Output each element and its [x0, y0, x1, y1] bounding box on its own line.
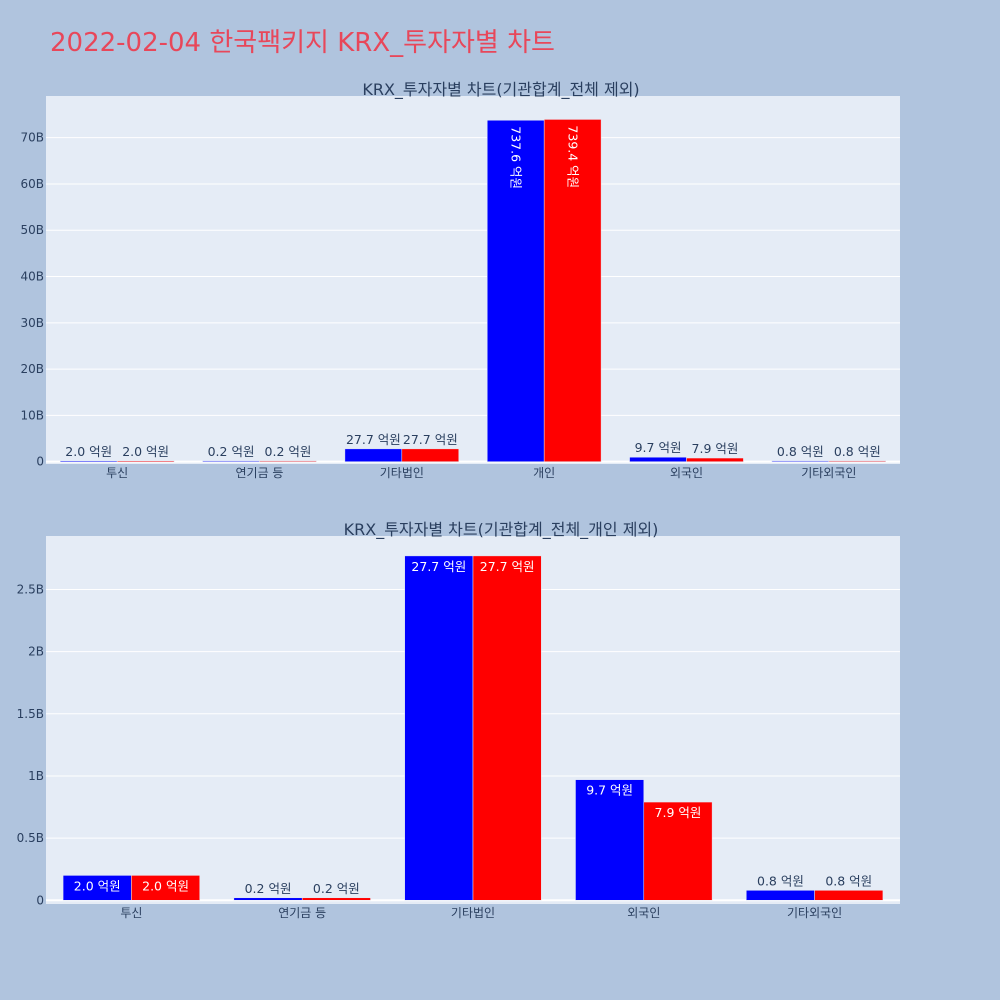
data-label: 0.2 억원 [265, 444, 312, 459]
x-tick-label: 외국인 [627, 906, 660, 920]
bar [771, 460, 830, 462]
x-tick-label: 연기금 등 [236, 466, 284, 480]
y-tick-label: 1B [28, 769, 44, 783]
data-label: 27.7 억원 [411, 559, 466, 574]
bar [62, 875, 132, 901]
bar [401, 448, 460, 462]
bar [301, 897, 371, 901]
data-label: 27.7 억원 [403, 432, 458, 447]
y-tick-label: 0.5B [17, 831, 44, 845]
chart-title: KRX_투자자별 차트(기관합계_전체_개인 제외) [344, 520, 659, 540]
data-label: 0.2 억원 [208, 444, 255, 459]
bar [486, 120, 545, 462]
y-tick-label: 2.5B [17, 582, 44, 596]
bar [472, 555, 542, 901]
bar [404, 555, 474, 901]
data-label: 0.8 억원 [777, 444, 824, 459]
chart-1: 0 10B 20B 30B 40B 50B 60B 70B KRX_투자자별 차트(기관합계_전… [20, 80, 900, 480]
x-tick-label: 투신 [106, 466, 128, 480]
data-label: 27.7 억원 [346, 432, 401, 447]
y-tick-label: 40B [20, 270, 44, 284]
plot-area [46, 96, 900, 464]
bar [686, 457, 744, 462]
y-tick-label: 60B [20, 177, 44, 191]
data-label: 2.0 억원 [74, 878, 121, 893]
bar [131, 875, 200, 901]
bar [259, 460, 317, 462]
x-tick-label: 기타법인 [451, 906, 495, 920]
bar [814, 890, 884, 901]
bar [233, 897, 303, 901]
data-label: 7.9 억원 [692, 441, 739, 456]
page-title: 2022-02-04 한국팩키지 KRX_투자자별 차트 [50, 28, 555, 58]
data-label: 27.7 억원 [480, 559, 535, 574]
data-label: 9.7 억원 [635, 440, 682, 455]
x-tick-label: 연기금 등 [278, 906, 326, 920]
x-tick-label: 외국인 [670, 466, 703, 480]
y-tick-label: 20B [20, 362, 44, 376]
chart-title: KRX_투자자별 차트(기관합계_전체 제외) [362, 80, 639, 100]
data-label: 2.0 억원 [142, 878, 189, 893]
data-label: 7.9 억원 [655, 805, 702, 820]
bar [828, 460, 887, 462]
data-label: 739.4 억원 [566, 125, 581, 188]
y-tick-label: 0 [36, 455, 44, 469]
y-tick-label: 30B [20, 316, 44, 330]
bar [629, 456, 687, 462]
data-label: 2.0 억원 [65, 444, 112, 459]
x-tick-label: 개인 [533, 466, 555, 480]
y-tick-label: 1.5B [17, 707, 44, 721]
chart-2: 0 0.5B 1B 1.5B 2B 2.5B KRX_투자자별 차트(기관합계_전체_개인 … [17, 520, 900, 920]
bar [575, 779, 645, 901]
bar [643, 801, 713, 901]
bar [202, 460, 260, 462]
y-tick-label: 50B [20, 223, 44, 237]
bar [116, 460, 175, 462]
x-tick-label: 투신 [120, 906, 142, 920]
data-label: 0.8 억원 [834, 444, 881, 459]
data-label: 0.2 억원 [313, 881, 360, 896]
y-tick-label: 2B [28, 645, 44, 659]
y-tick-label: 70B [20, 131, 44, 145]
data-label: 2.0 억원 [122, 444, 169, 459]
bar [746, 890, 815, 901]
bar [543, 119, 602, 462]
data-label: 0.8 억원 [757, 873, 804, 888]
bar [344, 448, 403, 462]
x-tick-label: 기타외국인 [801, 466, 856, 480]
data-label: 9.7 억원 [586, 783, 633, 798]
y-tick-label: 10B [20, 408, 44, 422]
data-label: 0.8 억원 [825, 873, 872, 888]
y-tick-label: 0 [36, 893, 44, 907]
x-tick-label: 기타법인 [380, 466, 424, 480]
data-label: 737.6 억원 [509, 126, 524, 189]
data-label: 0.2 억원 [245, 881, 292, 896]
x-tick-label: 기타외국인 [787, 906, 842, 920]
bar [59, 460, 118, 462]
